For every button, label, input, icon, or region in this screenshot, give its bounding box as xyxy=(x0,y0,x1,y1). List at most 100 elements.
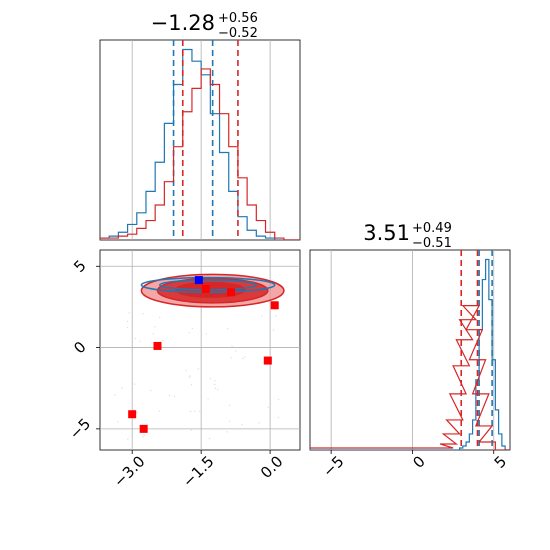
sample-point xyxy=(205,333,208,335)
joint-y-tick-label: 0 xyxy=(70,338,89,357)
sample-point xyxy=(143,434,145,437)
sample-point xyxy=(188,332,191,334)
joint-x-tick-label: 0.0 xyxy=(257,452,287,482)
joint-y-tick-label: −5 xyxy=(66,415,94,443)
param1-title-plus: +0.56 xyxy=(218,11,258,26)
red-marker xyxy=(128,410,137,419)
sample-point xyxy=(272,329,275,331)
sample-point xyxy=(190,384,193,386)
param2-marginal-series xyxy=(310,250,510,450)
param2-title-main: 3.51 xyxy=(363,221,410,245)
blue-marker xyxy=(194,276,203,285)
sample-point xyxy=(133,383,136,385)
sample-point xyxy=(194,410,196,412)
param1-marginal-series xyxy=(100,40,300,240)
sample-point xyxy=(150,389,152,392)
red-marker xyxy=(153,341,162,350)
sample-point xyxy=(231,345,233,347)
param2-x-ticks: −5 0 5 xyxy=(319,450,510,481)
sample-point xyxy=(126,326,129,329)
sample-point xyxy=(214,383,216,386)
sample-point xyxy=(128,312,130,314)
param2-marginal-panel: −5 0 5 3.51 +0.49 −0.51 xyxy=(309,221,511,481)
sample-point xyxy=(267,406,270,409)
red-marker xyxy=(263,356,272,365)
param1-title-main: −1.28 xyxy=(151,11,215,35)
sample-point xyxy=(241,357,244,360)
sample-point xyxy=(258,422,260,424)
sample-point xyxy=(189,410,192,413)
sample-point xyxy=(154,326,156,328)
param2-series-red xyxy=(310,305,510,450)
sample-point xyxy=(134,337,137,340)
sample-point xyxy=(158,410,161,412)
sample-point xyxy=(173,395,176,398)
param2-marginal-frame xyxy=(309,249,511,451)
sample-point xyxy=(207,398,209,400)
joint-x-ticks: −3.0 −1.5 0.0 xyxy=(110,450,287,491)
sample-point xyxy=(117,421,119,423)
param2-title-minus: −0.51 xyxy=(412,236,452,251)
sample-point xyxy=(139,340,141,343)
sample-point xyxy=(127,438,129,440)
red-marker xyxy=(227,288,236,297)
sample-point xyxy=(142,436,144,438)
joint-x-tick-label: −1.5 xyxy=(179,452,217,490)
sample-point xyxy=(208,438,211,440)
sample-point xyxy=(261,315,263,317)
sample-point xyxy=(168,394,171,397)
sample-point xyxy=(188,376,191,379)
sample-point xyxy=(185,369,187,371)
sample-point xyxy=(235,350,237,352)
joint-x-tick-label: −3.0 xyxy=(110,452,148,490)
sample-point xyxy=(228,420,231,423)
sample-point xyxy=(214,380,216,382)
param1-series-blue xyxy=(100,48,300,240)
sample-point xyxy=(126,320,129,323)
sample-point xyxy=(275,315,277,317)
sample-point xyxy=(230,357,232,359)
param2-x-tick-label: −5 xyxy=(319,452,347,480)
red-marker xyxy=(201,285,210,294)
sample-point xyxy=(114,394,116,396)
param2-title-plus: +0.49 xyxy=(412,221,452,236)
sample-point xyxy=(142,312,144,315)
sample-point xyxy=(197,368,200,370)
param2-marginal-grid xyxy=(330,250,495,450)
sample-point xyxy=(121,387,123,389)
sample-point xyxy=(159,316,161,319)
sample-point xyxy=(226,328,229,330)
joint-content xyxy=(114,273,285,440)
joint-panel: −3.0 −1.5 0.0 −5 0 5 xyxy=(66,249,301,491)
param2-plot-area xyxy=(310,250,510,450)
sample-point xyxy=(191,327,194,330)
sample-point xyxy=(199,410,201,412)
param1-marginal-frame xyxy=(99,39,301,241)
param1-title-minus: −0.52 xyxy=(218,26,258,41)
param2-x-tick-label: 5 xyxy=(491,452,510,471)
sample-point xyxy=(136,412,138,414)
param1-series-red xyxy=(100,68,300,240)
sample-point xyxy=(190,429,193,431)
sample-point xyxy=(277,416,280,418)
sample-point xyxy=(214,387,217,390)
sample-point xyxy=(277,398,280,401)
param1-plot-area xyxy=(100,40,300,240)
sample-point xyxy=(162,339,164,341)
sample-point xyxy=(189,375,191,377)
sample-point xyxy=(152,333,155,335)
sample-point xyxy=(243,356,246,358)
red-marker xyxy=(139,424,148,433)
param2-series-blue xyxy=(310,258,510,450)
joint-y-tick-label: 5 xyxy=(70,257,89,276)
red-marker xyxy=(270,301,279,310)
joint-y-ticks: −5 0 5 xyxy=(66,257,100,443)
sample-point xyxy=(217,388,219,391)
sample-point xyxy=(226,431,228,433)
sample-point xyxy=(241,424,243,426)
param1-marginal-panel: −1.28 +0.56 −0.52 xyxy=(99,11,301,241)
param2-x-tick-label: 0 xyxy=(409,452,428,471)
sample-point xyxy=(228,404,231,407)
sample-point xyxy=(209,377,212,380)
